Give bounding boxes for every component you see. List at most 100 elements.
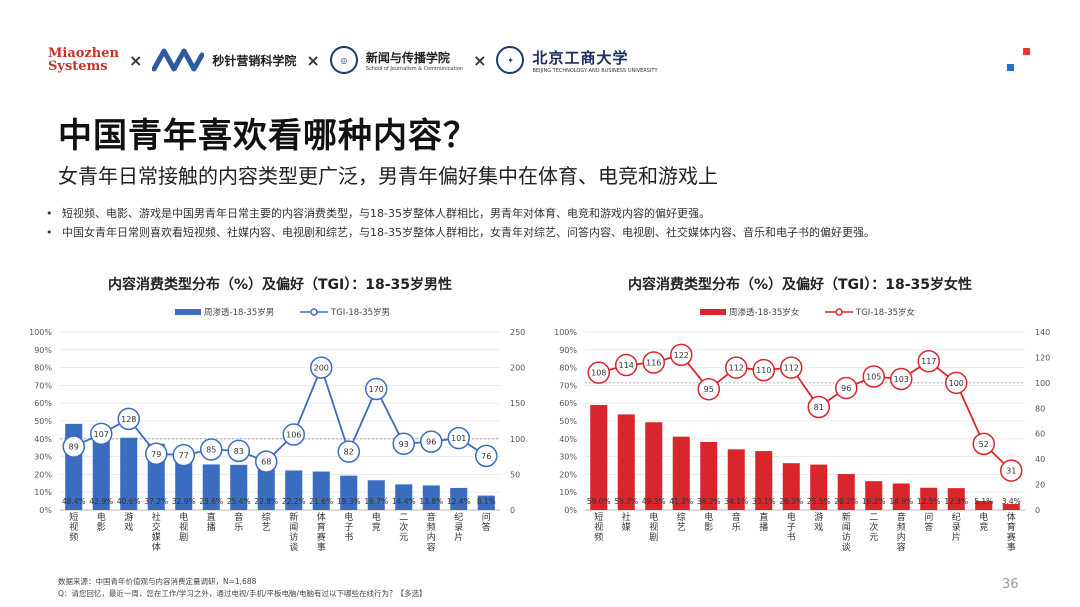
- category-label: 纪录片: [454, 511, 463, 543]
- bar: [727, 449, 745, 510]
- tgi-value-label: 93: [399, 440, 409, 449]
- bar: [477, 495, 495, 510]
- tgi-marker: [255, 450, 278, 473]
- bar: [175, 451, 193, 510]
- y-right-tick-label: 40: [1035, 455, 1045, 464]
- tgi-marker: [972, 432, 995, 456]
- y-left-tick-label: 30%: [559, 453, 577, 462]
- male-chart: 周渗透-18-35岁男 TGI-18-35岁男 0% 10% 20% 30% 40% 50% 6…: [29, 307, 525, 553]
- category-label: 电子书: [787, 511, 796, 543]
- bar-value-label: 13.8%: [419, 497, 443, 506]
- tgi-marker: [365, 377, 388, 401]
- bar: [947, 488, 965, 510]
- tgi-value-label: 122: [674, 351, 689, 360]
- y-right-tick-label: 20: [1035, 481, 1045, 490]
- bar-value-label: 25.6%: [199, 497, 223, 506]
- bullet-text: 短视频、电影、游戏是中国男青年日常主要的内容消费类型，与18-35岁整体人群相比…: [62, 207, 710, 220]
- y-right-tick-label: 150: [510, 399, 525, 408]
- academy-mark-icon: [152, 48, 205, 72]
- y-left-tick-label: 50%: [34, 417, 52, 426]
- bar-value-label: 12.3%: [944, 497, 968, 506]
- bar: [450, 487, 468, 510]
- bar: [395, 484, 413, 510]
- y-left-tick-label: 80%: [34, 364, 52, 373]
- university-emblem-icon: ✦: [496, 46, 525, 74]
- bullet-mark: •: [46, 207, 53, 220]
- category-label: 音频内容: [427, 511, 436, 553]
- bar: [120, 437, 138, 510]
- tgi-value-label: 100: [949, 379, 964, 388]
- miaozhen-logo-line2: Systems: [48, 59, 108, 74]
- tgi-marker: [862, 365, 885, 388]
- y-left-tick-label: 100%: [554, 328, 577, 337]
- tgi-value-label: 89: [69, 443, 79, 452]
- y-left-tick-label: 50%: [559, 417, 577, 426]
- bar-value-label: 25.4%: [227, 497, 251, 506]
- times-sign: ×: [306, 50, 320, 70]
- university-name-cn: 北京工商大学: [532, 48, 629, 67]
- tgi-marker: [642, 351, 665, 374]
- y-left-tick-label: 20%: [34, 470, 52, 479]
- y-left-tick-label: 60%: [34, 399, 52, 408]
- academy-name: 秒针营销科学院: [212, 53, 297, 68]
- bar-value-label: 38.2%: [697, 497, 721, 506]
- tgi-value-label: 117: [921, 357, 936, 366]
- bar: [672, 436, 690, 510]
- bar: [617, 414, 635, 510]
- tgi-value-label: 96: [841, 384, 851, 393]
- bar-value-label: 22.2%: [282, 497, 306, 506]
- bar-value-label: 37.2%: [144, 497, 168, 506]
- category-label: 问答: [482, 511, 491, 533]
- legend-bar-label: 周渗透-18-35岁男: [204, 307, 274, 318]
- bullet-text: 中国女青年日常则喜欢看短视频、社媒内容、电视剧和综艺，与18-35岁整体人群相比…: [62, 226, 875, 239]
- tgi-value-label: 108: [591, 369, 606, 378]
- bar: [92, 433, 110, 510]
- tgi-marker: [337, 440, 360, 463]
- bar: [230, 464, 248, 510]
- category-label: 短视频: [69, 511, 78, 543]
- bar-value-label: 59.0%: [587, 497, 611, 506]
- legend-line-label: TGI-18-35岁男: [330, 307, 390, 318]
- tgi-marker: [835, 376, 858, 400]
- footnote: 数据来源：中国青年价值观与内容消费定量调研，N=1,688 Q：请您回忆，最近一…: [58, 576, 427, 600]
- legend-line-marker: [310, 308, 318, 316]
- bar-value-label: 3.4%: [1002, 497, 1021, 506]
- tgi-marker: [807, 395, 830, 419]
- category-label: 电子书: [344, 511, 353, 543]
- bar: [892, 483, 910, 510]
- category-label: 体育赛事: [1007, 511, 1016, 553]
- bar: [755, 451, 773, 510]
- bar: [422, 485, 440, 510]
- legend-line-label: TGI-18-35岁女: [855, 307, 916, 318]
- tgi-marker: [145, 442, 168, 466]
- y-left-tick-label: 0%: [564, 506, 577, 515]
- tgi-value-label: 82: [344, 448, 354, 457]
- y-left-tick-label: 70%: [559, 381, 577, 390]
- bar: [782, 463, 800, 510]
- tgi-marker: [90, 422, 113, 446]
- footnote-source: 数据来源：中国青年价值观与内容消费定量调研，N=1,688: [58, 577, 257, 586]
- bar: [340, 475, 358, 510]
- page-subtitle: 女青年日常接触的内容类型更广泛，男青年偏好集中在体育、电竞和游戏上: [58, 164, 718, 188]
- y-right-tick-label: 250: [510, 328, 525, 337]
- bullet-item: • 短视频、电影、游戏是中国男青年日常主要的内容消费类型，与18-35岁整体人群相…: [46, 204, 875, 223]
- tgi-marker: [420, 430, 443, 453]
- university-logo: 北京工商大学 BEIJING TECHNOLOGY AND BUSINESS U…: [532, 47, 657, 74]
- tgi-marker: [725, 356, 748, 379]
- bar-value-label: 34.1%: [724, 497, 748, 506]
- tgi-value-label: 200: [314, 364, 329, 373]
- category-label: 电视剧: [179, 511, 188, 543]
- tgi-value-label: 83: [234, 447, 244, 456]
- y-right-tick-label: 60: [1035, 430, 1045, 439]
- tgi-marker: [117, 407, 140, 431]
- y-left-tick-label: 20%: [559, 470, 577, 479]
- bar: [837, 474, 855, 510]
- category-label: 电影: [704, 511, 713, 533]
- bar-value-label: 53.7%: [614, 497, 638, 506]
- male-chart-title: 内容消费类型分布（%）及偏好（TGI）：18-35岁男性: [107, 277, 453, 293]
- tgi-marker: [587, 361, 610, 384]
- female-chart: 周渗透-18-35岁女 TGI-18-35岁女 0% 10% 20% 30% 40% 50% 6…: [554, 307, 1050, 553]
- university-name-en: BEIJING TECHNOLOGY AND BUSINESS UNIVERSI…: [532, 67, 658, 74]
- footnote-question: Q：请您回忆，最近一周，您在工作/学习之外，通过电视/手机/平板电脑/电脑有过以…: [58, 589, 427, 598]
- category-label: 二次元: [869, 513, 878, 543]
